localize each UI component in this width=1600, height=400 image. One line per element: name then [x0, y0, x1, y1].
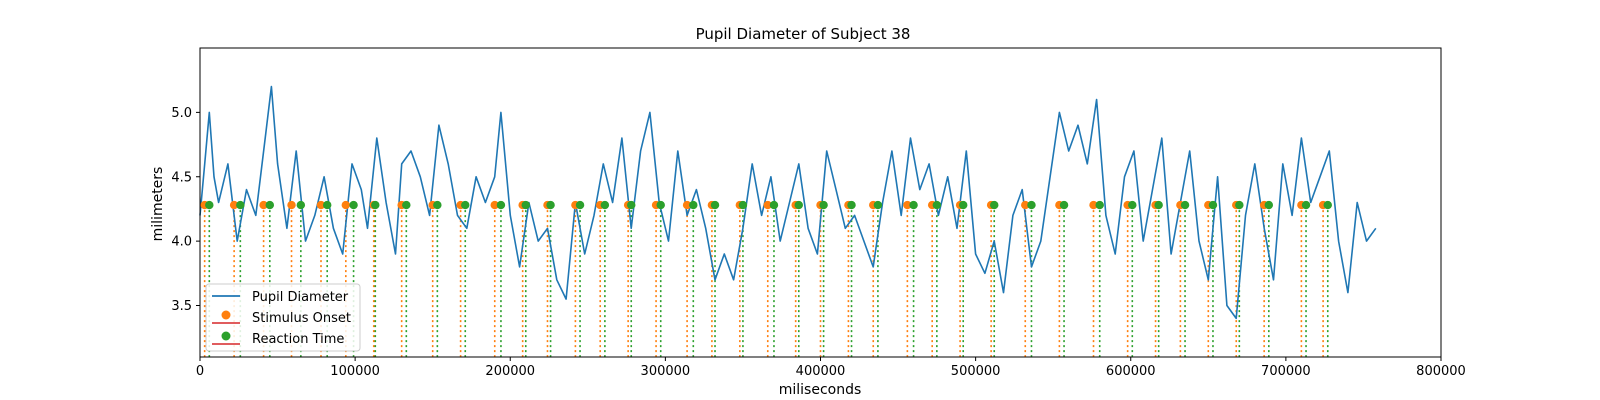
y-tick-label: 3.5 [171, 299, 192, 314]
y-tick-label: 5.0 [171, 106, 192, 121]
reaction-time-marker [496, 200, 506, 210]
reaction-time-marker [1301, 200, 1311, 210]
legend-label: Reaction Time [252, 332, 344, 347]
stimulus-onset-marker [316, 200, 326, 210]
reaction-time-marker [323, 200, 332, 210]
x-tick-label: 500000 [951, 364, 1001, 379]
reaction-time-marker [738, 200, 748, 210]
reaction-time-marker [656, 200, 665, 210]
reaction-time-marker [769, 200, 779, 210]
legend-marker-handle [221, 310, 231, 320]
reaction-time-marker [1154, 200, 1163, 210]
stimulus-onset-marker [1021, 200, 1030, 210]
stimulus-onset-marker [490, 200, 499, 210]
reaction-time-marker [847, 200, 856, 210]
reaction-time-marker [1180, 200, 1190, 210]
reaction-time-marker [1323, 200, 1332, 210]
stimulus-onset-marker [1089, 200, 1098, 210]
pupil-diameter-line [199, 85, 1377, 320]
reaction-time-marker [932, 200, 942, 210]
x-tick-label: 400000 [796, 364, 846, 379]
stimulus-onset-marker [229, 200, 239, 210]
stimulus-onset-marker [287, 200, 296, 210]
reaction-time-marker [909, 200, 918, 210]
legend-box [205, 283, 361, 352]
reaction-time-marker [371, 200, 380, 210]
reaction-time-marker [1059, 200, 1069, 210]
stimulus-onset-marker [682, 200, 692, 210]
stimulus-onset-marker [763, 200, 772, 210]
x-tick-label: 200000 [485, 364, 535, 379]
y-tick-label: 4.5 [171, 170, 192, 185]
reaction-time-marker [819, 200, 828, 210]
reaction-time-marker [710, 200, 720, 210]
reaction-time-marker [265, 200, 275, 210]
plot-area [199, 85, 1377, 357]
x-tick-label: 700000 [1261, 364, 1311, 379]
x-tick-label: 600000 [1106, 364, 1156, 379]
stimulus-onset-marker [259, 200, 268, 210]
y-tick-label: 4.0 [171, 235, 192, 250]
reaction-time-marker [402, 200, 411, 210]
y-axis: 3.5 4.0 4.5 5.0 [171, 106, 200, 314]
reaction-time-marker [794, 200, 803, 210]
reaction-time-marker [1235, 200, 1244, 210]
legend-label: Pupil Diameter [252, 290, 349, 305]
reaction-time-marker [873, 200, 883, 210]
x-tick-label: 800000 [1416, 364, 1466, 379]
reaction-time-marker [689, 200, 698, 210]
reaction-time-marker [433, 200, 442, 210]
stimulus-onset-marker [903, 200, 912, 210]
reaction-time-marker [546, 200, 555, 210]
reaction-time-marker [1264, 200, 1274, 210]
reaction-time-marker [1027, 200, 1036, 210]
x-axis: 0 100000 200000 300000 400000 500000 600000 700… [196, 357, 1466, 379]
reaction-time-marker [600, 200, 610, 210]
x-tick-label: 0 [196, 364, 204, 379]
x-axis-label: miliseconds [779, 382, 862, 398]
chart-title: Pupil Diameter of Subject 38 [696, 25, 911, 43]
stimulus-onset-marker [341, 200, 351, 210]
y-axis-label: milimeters [150, 167, 166, 242]
reaction-time-marker [205, 200, 214, 210]
reaction-time-marker [959, 200, 968, 210]
reaction-time-marker [296, 200, 306, 210]
reaction-time-marker [1095, 200, 1104, 210]
reaction-time-marker [1208, 200, 1218, 210]
reaction-time-marker [575, 200, 585, 210]
legend-label: Stimulus Onset [252, 311, 351, 326]
legend-marker-handle [221, 331, 231, 341]
x-tick-label: 300000 [641, 364, 691, 379]
reaction-time-marker [627, 200, 636, 210]
reaction-time-marker [521, 200, 530, 210]
reaction-time-marker [461, 200, 470, 210]
reaction-time-marker [1128, 200, 1137, 210]
reaction-time-marker [349, 200, 358, 210]
x-tick-label: 100000 [330, 364, 380, 379]
legend: Pupil Diameter Stimulus Onset Reaction Tim… [205, 283, 361, 352]
reaction-time-marker [236, 200, 245, 210]
reaction-time-marker [990, 200, 999, 210]
